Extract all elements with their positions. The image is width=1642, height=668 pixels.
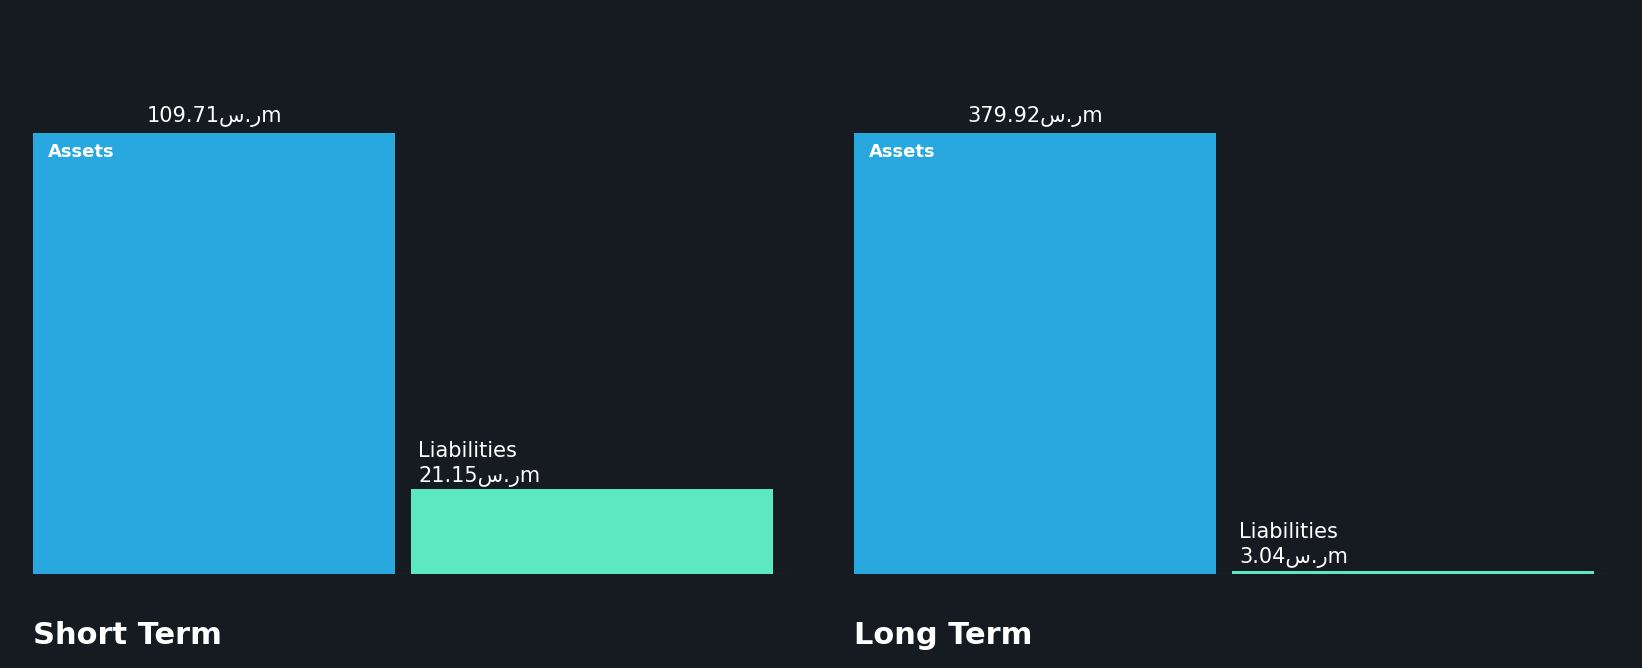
Text: Assets: Assets <box>48 144 115 162</box>
Text: 379.92س.رm: 379.92س.رm <box>967 106 1103 127</box>
Bar <box>854 133 1217 574</box>
Text: Assets: Assets <box>869 144 936 162</box>
Text: 3.04س.رm: 3.04س.رm <box>1240 547 1348 568</box>
Text: Liabilities: Liabilities <box>1240 522 1338 542</box>
Text: Short Term: Short Term <box>33 621 222 650</box>
Text: Liabilities: Liabilities <box>419 441 517 461</box>
Bar <box>33 133 396 574</box>
Text: 109.71س.رm: 109.71س.رm <box>146 106 282 127</box>
Bar <box>1232 571 1594 574</box>
Bar <box>410 490 773 574</box>
Text: Long Term: Long Term <box>854 621 1033 650</box>
Text: 21.15س.رm: 21.15س.رm <box>419 466 540 487</box>
